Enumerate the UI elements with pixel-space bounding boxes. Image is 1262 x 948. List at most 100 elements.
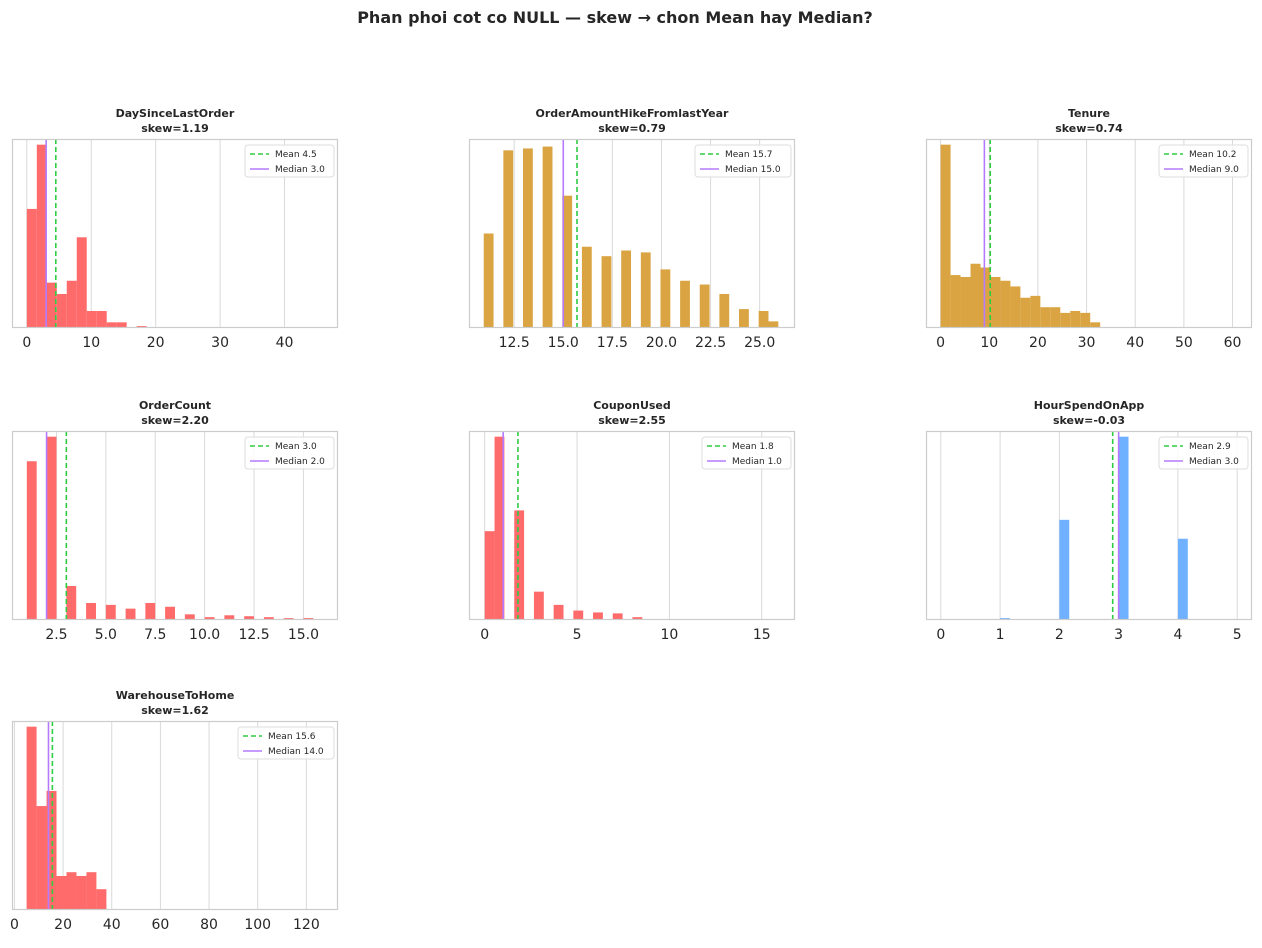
histogram-bar <box>562 195 573 328</box>
histogram-bar <box>66 872 77 910</box>
histogram-bar <box>1060 312 1071 328</box>
legend-mean-label: Mean 2.9 <box>1189 442 1231 452</box>
histogram-bar <box>204 617 215 620</box>
legend-median-label: Median 14.0 <box>268 747 324 757</box>
histogram-bar <box>125 608 136 620</box>
x-tick-label: 15 <box>753 627 771 643</box>
x-tick-label: 100 <box>244 917 271 933</box>
histogram-bar <box>660 269 671 328</box>
x-tick-label: 12.5 <box>238 627 269 643</box>
histogram-bar <box>76 237 87 328</box>
histogram-bar <box>768 321 779 328</box>
x-tick-label: 10 <box>980 335 998 351</box>
histogram-bar <box>263 617 274 620</box>
figure-title: Phan phoi cot co NULL — skew → chon Mean… <box>357 8 873 27</box>
subplot-title: Tenure <box>1068 107 1110 120</box>
legend-mean-label: Mean 15.7 <box>725 150 772 160</box>
histogram-bar <box>26 208 37 328</box>
x-tick-label: 20 <box>54 917 72 933</box>
histogram-bar <box>165 606 175 620</box>
x-tick-label: 22.5 <box>695 335 726 351</box>
histogram-bar <box>601 256 612 328</box>
legend: Mean 3.0 Median 2.0 <box>244 436 335 470</box>
legend-median-label: Median 9.0 <box>1189 165 1239 175</box>
x-tick-label: 20.0 <box>646 335 677 351</box>
x-tick-label: 50 <box>1175 335 1193 351</box>
x-tick-label: 25.0 <box>744 335 775 351</box>
x-tick-label: 1 <box>996 627 1005 643</box>
x-tick-label: 20 <box>1029 335 1047 351</box>
histogram-bar <box>581 246 592 328</box>
skew-label: skew=2.55 <box>598 414 666 427</box>
x-tick-label: 5.0 <box>95 627 117 643</box>
histogram-bar <box>542 146 553 328</box>
x-tick-label: 0 <box>22 335 31 351</box>
legend-mean-label: Mean 4.5 <box>275 150 317 160</box>
histogram-bar <box>612 613 623 620</box>
histogram-bar <box>940 144 951 328</box>
histogram-bar <box>1090 322 1101 328</box>
histogram-bar <box>950 275 961 328</box>
x-tick-label: 17.5 <box>597 335 628 351</box>
histogram-bar <box>484 531 495 620</box>
legend-median-label: Median 3.0 <box>275 165 325 175</box>
histogram-bar <box>106 322 117 328</box>
legend-mean-label: Mean 3.0 <box>275 442 317 452</box>
histogram-bar <box>184 614 195 620</box>
histogram-bar <box>533 591 544 620</box>
x-tick-label: 40 <box>1126 335 1144 351</box>
legend-median-label: Median 3.0 <box>1189 457 1239 467</box>
histogram-bar <box>593 612 603 620</box>
histogram-bar <box>632 617 643 620</box>
subplot-tenure: Tenure skew=0.74 0 10 20 30 40 50 60 Mean 10.2 Med… <box>925 107 1253 351</box>
legend-mean-label: Mean 15.6 <box>268 732 316 742</box>
x-tick-label: 7.5 <box>144 627 166 643</box>
histogram-bar <box>960 276 971 328</box>
x-tick-label: 80 <box>200 917 218 933</box>
x-tick-label: 15.0 <box>288 627 319 643</box>
axes-frame <box>925 138 1253 329</box>
subplot-daysincelastorder: DaySinceLastOrder skew=1.19 0 10 20 30 40 Mean … <box>11 107 339 351</box>
histogram-bar <box>990 276 1001 328</box>
axes-frame <box>468 430 796 621</box>
x-tick-label: 5 <box>1233 627 1242 643</box>
histogram-bar <box>86 602 96 620</box>
histogram-bar <box>36 144 47 328</box>
legend: Mean 2.9 Median 3.0 <box>1158 436 1249 470</box>
histogram-bar <box>621 250 632 328</box>
histogram-bar <box>36 806 47 910</box>
histogram-bar <box>244 616 255 620</box>
x-tick-label: 2 <box>1055 627 1064 643</box>
axes-frame <box>925 430 1253 621</box>
x-tick-label: 3 <box>1114 627 1123 643</box>
histogram-bar <box>96 889 107 910</box>
axes-frame <box>11 138 339 329</box>
histogram-bar <box>46 436 57 620</box>
x-tick-label: 60 <box>151 917 169 933</box>
skew-label: skew=0.79 <box>598 122 666 135</box>
subplot-orderamounthikefromlastyear: OrderAmountHikeFromlastYear skew=0.79 12.5… <box>468 107 796 351</box>
legend: Mean 15.6 Median 14.0 <box>237 726 335 760</box>
histogram-bar <box>56 875 67 910</box>
x-tick-label: 40 <box>103 917 121 933</box>
histogram-bar <box>1177 538 1188 620</box>
skew-label: skew=0.74 <box>1055 122 1123 135</box>
histogram-bar <box>1020 297 1031 328</box>
histogram-bar <box>699 284 710 328</box>
x-tick-label: 5 <box>573 627 582 643</box>
x-tick-label: 40 <box>276 335 294 351</box>
histogram-bar <box>66 280 77 328</box>
histogram-bar <box>680 280 690 328</box>
histogram-bar <box>1040 307 1051 328</box>
histogram-bar <box>76 875 87 910</box>
histogram-bar <box>116 322 127 328</box>
histogram-bar <box>86 872 97 910</box>
histogram-bar <box>26 726 37 910</box>
x-tick-label: 4 <box>1173 627 1182 643</box>
axes-frame <box>468 138 796 329</box>
histogram-bar <box>1080 312 1091 328</box>
x-tick-label: 2.5 <box>45 627 67 643</box>
histogram-bar <box>1118 436 1129 620</box>
